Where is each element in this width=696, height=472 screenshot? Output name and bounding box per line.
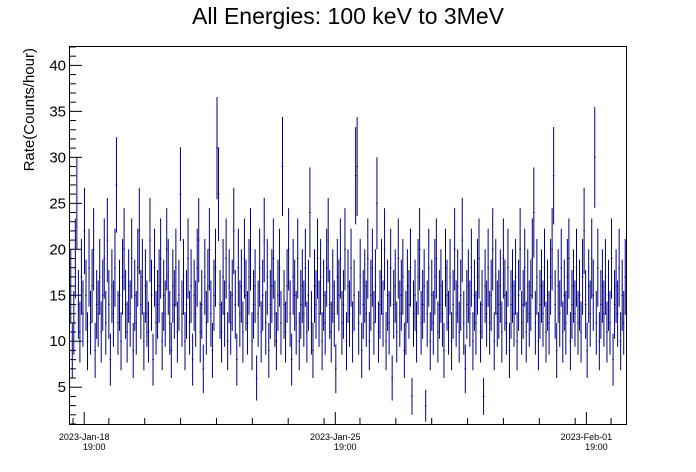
x-tick-label-time: 19:00 <box>585 442 608 452</box>
x-tick-label-date: 2023-Jan-25 <box>310 432 361 442</box>
x-axis: 2023-Jan-1819:002023-Jan-2519:002023-Feb… <box>59 412 612 452</box>
y-tick-label: 40 <box>49 57 66 74</box>
y-tick-label: 25 <box>49 195 66 212</box>
y-tick-label: 30 <box>49 149 66 166</box>
x-tick-label-time: 19:00 <box>83 442 106 452</box>
data-series <box>69 96 627 422</box>
chart-title: All Energies: 100 keV to 3MeV <box>192 3 505 29</box>
x-tick-label-time: 19:00 <box>334 442 357 452</box>
y-axis-label: Rate(Counts/hour) <box>21 48 38 171</box>
y-tick-label: 5 <box>58 379 66 396</box>
y-tick-label: 10 <box>49 333 66 350</box>
y-tick-label: 35 <box>49 103 66 120</box>
x-tick-label-date: 2023-Jan-18 <box>59 432 110 442</box>
plot-frame <box>69 46 627 425</box>
x-tick-label-date: 2023-Feb-01 <box>561 432 613 442</box>
y-tick-label: 15 <box>49 287 66 304</box>
y-tick-label: 20 <box>49 241 66 258</box>
